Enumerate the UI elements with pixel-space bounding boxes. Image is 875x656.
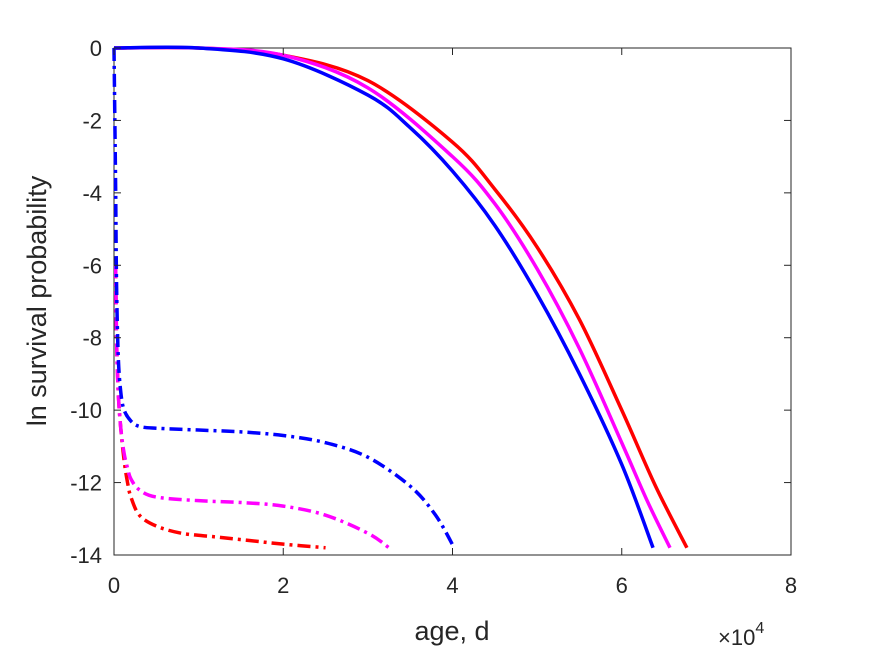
x-tick-label: 0 (108, 573, 120, 598)
series-line-4 (113, 265, 326, 550)
y-axis-label: ln survival probability (22, 175, 52, 426)
x-tick-label: 6 (616, 573, 628, 598)
y-tick-label: -14 (70, 543, 102, 568)
series-line-6 (112, 47, 456, 549)
y-tick-label: 0 (90, 36, 102, 61)
x-exponent-base: ×10 (718, 625, 755, 650)
x-exponent-label: ×104 (718, 620, 764, 650)
x-tick-label: 2 (277, 573, 289, 598)
series-layer (112, 45, 689, 550)
y-tick-label: -12 (70, 471, 102, 496)
x-axis-label: age, d (414, 616, 489, 646)
y-tick-label: -10 (70, 398, 102, 423)
y-tick-label: -2 (82, 108, 102, 133)
x-tick-label: 8 (785, 573, 797, 598)
y-tick-label: -6 (82, 253, 102, 278)
y-tick-label: -8 (82, 326, 102, 351)
series-line-2 (113, 45, 672, 549)
plot-area (113, 47, 792, 556)
y-tick-label: -4 (82, 181, 102, 206)
series-line-5 (113, 265, 391, 550)
axes-layer: 0 2 4 6 8 0 -2 -4 -6 -8 -10 -12 -14 (70, 36, 797, 598)
x-exponent-power: 4 (755, 620, 764, 637)
series-line-3 (113, 45, 655, 549)
x-tick-label: 4 (446, 573, 458, 598)
